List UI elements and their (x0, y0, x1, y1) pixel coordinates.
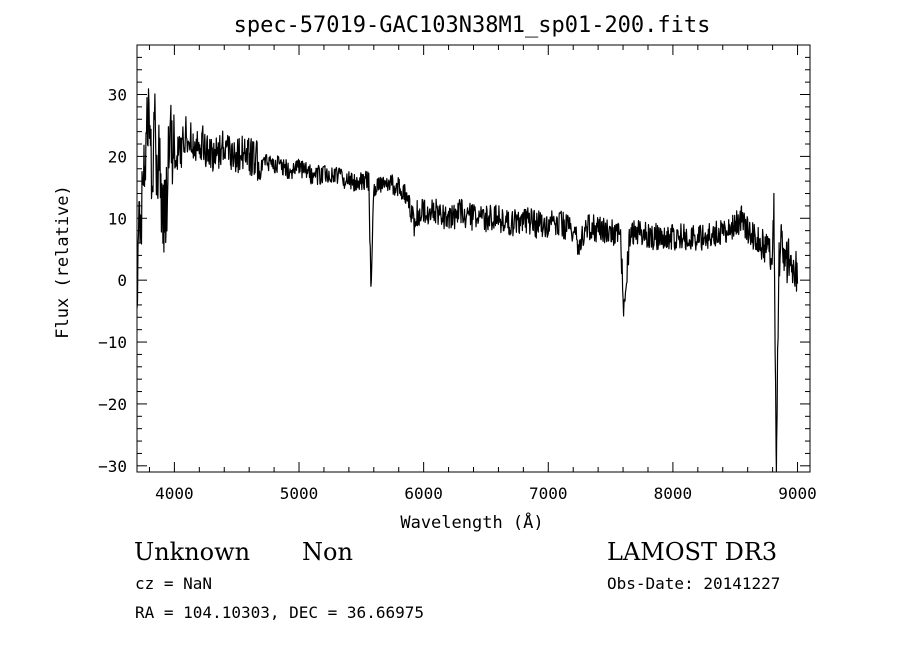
y-tick-label: −10 (98, 333, 127, 352)
x-tick-label: 5000 (280, 484, 319, 503)
x-tick-label: 9000 (778, 484, 817, 503)
x-tick-label: 7000 (529, 484, 568, 503)
y-tick-label: 20 (108, 147, 127, 166)
object-subclass: Non (302, 538, 353, 566)
y-tick-label: 10 (108, 209, 127, 228)
survey-name: LAMOST DR3 (607, 538, 778, 566)
x-tick-label: 4000 (155, 484, 194, 503)
redshift-cz: cz = NaN (135, 574, 213, 593)
spectrum-flux-line (137, 88, 799, 472)
y-tick-label: −20 (98, 395, 127, 414)
y-tick-label: −30 (98, 457, 127, 476)
observation-date: Obs-Date: 20141227 (607, 574, 781, 593)
object-class: Unknown (134, 538, 251, 566)
coordinates: RA = 104.10303, DEC = 36.66975 (135, 603, 424, 622)
y-tick-label: 30 (108, 86, 127, 105)
y-axis-tick-labels: −30 −20 −10 0 10 20 30 (98, 86, 127, 476)
y-tick-label: 0 (117, 271, 127, 290)
y-axis-label: Flux (relative) (53, 185, 73, 339)
chart-title: spec-57019-GAC103N38M1_sp01-200.fits (234, 13, 711, 38)
x-tick-label: 8000 (654, 484, 693, 503)
x-axis-tick-labels: 4000 5000 6000 7000 8000 9000 (155, 484, 817, 503)
x-axis-label: Wavelength (Å) (400, 511, 543, 533)
x-tick-label: 6000 (404, 484, 443, 503)
plot-frame (136, 44, 811, 473)
y-axis-ticks (137, 56, 810, 467)
x-axis-ticks (148, 45, 799, 472)
